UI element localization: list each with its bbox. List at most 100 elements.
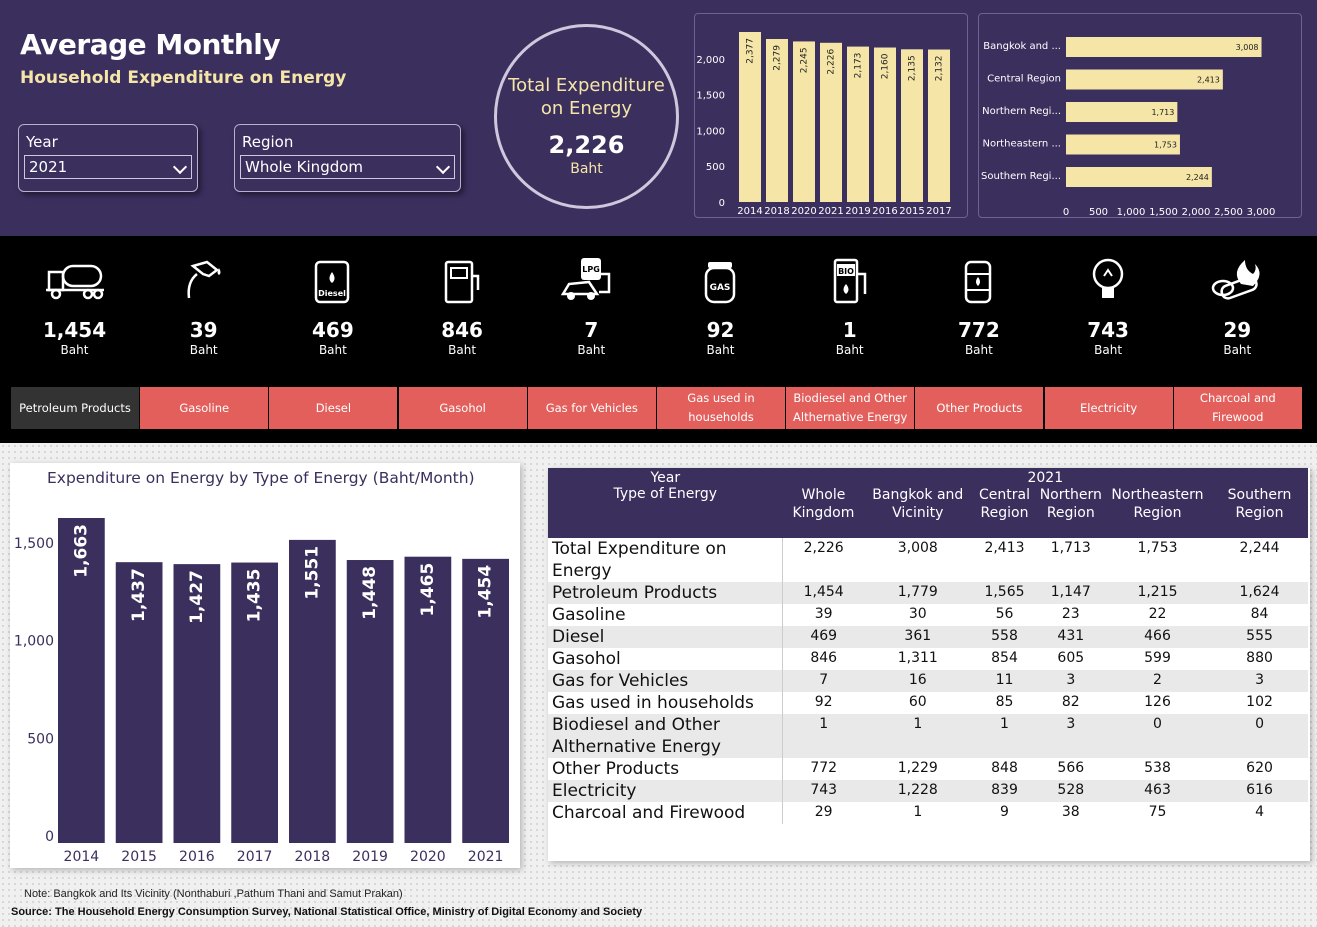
energy-unit: Baht [1094,343,1123,357]
year-dropdown[interactable]: 2021 [24,155,192,179]
energy-type-button[interactable]: Electricity [1044,387,1173,429]
x-tick-label: 2,000 [1182,207,1211,217]
bar[interactable] [1066,102,1178,122]
x-tick-label: 500 [1089,207,1108,217]
energy-unit: Baht [964,343,993,357]
x-tick-label: 2016 [179,849,215,865]
oil-barrel-icon [965,260,992,304]
cell-value: 566 [1057,760,1085,776]
y-tick-label: 1,000 [14,634,54,650]
firewood-icon [1211,260,1260,300]
x-tick-label: 3,000 [1247,207,1276,217]
data-label: 2,245 [800,47,810,73]
table-row: Petroleum Products 1,454 1,779 1,565 1,147 1,… [548,582,1308,604]
x-tick-label: 2015 [899,206,924,217]
bar[interactable] [928,49,950,202]
cell-value: 92 [814,694,833,710]
button-label-line2: Althernative Energy [793,410,908,424]
bar[interactable] [739,32,761,202]
energy-unit: Baht [577,343,606,357]
cell-value: 29 [814,804,833,820]
cell-value: 39 [814,606,833,622]
year-ranking-chart: 0 500 1,000 1,500 2,000 2,377 2014 2,279 2018 2,2… [694,13,968,218]
energy-unit: Baht [189,343,218,357]
cell-value: 1,147 [1050,584,1091,600]
energy-type-button[interactable]: Diesel [269,387,398,429]
x-tick-label: 2021 [818,206,843,217]
cell-value: 102 [1246,694,1273,710]
cell-value: 2,413 [984,540,1025,556]
kpi-title-line2: on Energy [540,98,633,119]
cell-value: 22 [1148,606,1167,622]
bar[interactable] [231,562,278,843]
lpg-car-icon: LPG [560,258,611,300]
cell-value: 1,311 [897,650,938,666]
cell-value: 431 [1057,628,1085,644]
data-label: 1,753 [1154,141,1177,150]
y-tick-label: 500 [27,731,54,747]
row-label: Gas for Vehicles [548,670,784,692]
bar[interactable] [462,558,509,843]
energy-type-button[interactable]: Gasohol [398,387,527,429]
row-label: Diesel [548,626,784,648]
category-label: Bangkok and ... [983,41,1061,52]
icon-text: BIO [838,267,854,276]
cell-value: 23 [1061,606,1080,622]
x-tick-label: 1,000 [1117,207,1146,217]
energy-type-button[interactable]: Charcoal and Firewood [1173,387,1302,429]
x-tick-label: 2018 [764,206,789,217]
row-label: Gasoline [548,604,784,626]
bar[interactable] [115,562,163,843]
cell-value: 38 [1061,804,1080,820]
table-row: Biodiesel and Other Althernative Energy 1 1… [548,714,1308,758]
bar[interactable] [766,39,788,202]
bar[interactable] [1066,167,1212,187]
energy-type-button[interactable]: Gas used in households [657,387,785,429]
bar[interactable] [793,41,815,202]
region-slicer[interactable]: Region Whole Kingdom [234,124,461,192]
kpi-title-line1: Total Expenditure [508,75,665,96]
bar[interactable] [874,47,896,202]
y-tick-label: 0 [719,198,725,209]
chevron-down-icon[interactable] [172,159,188,175]
source-note: Source: The Household Energy Consumption… [11,906,643,918]
bar[interactable] [404,556,452,843]
cell-value: 3 [1066,672,1076,688]
region-dropdown[interactable]: Whole Kingdom [240,155,455,179]
y-tick-label: 2,000 [696,55,725,66]
bar[interactable] [346,560,394,843]
bar[interactable] [173,564,221,843]
energy-type-button[interactable]: Petroleum Products [11,387,139,429]
type-header: Type of Energy [613,486,718,502]
year-dropdown-value: 2021 [29,158,68,176]
energy-type-button[interactable]: Biodiesel and Other Althernative Energy [786,387,915,429]
energy-type-button[interactable]: Gasoline [140,387,269,429]
data-label: 1,435 [245,569,265,623]
chevron-down-icon[interactable] [435,159,451,175]
cell-value: 1,229 [897,760,938,776]
energy-value: 1 [842,318,857,342]
page-title: Average Monthly [20,28,281,61]
row-label: Gas used in households [548,692,784,714]
bar[interactable] [1066,134,1180,155]
energy-type-button[interactable]: Gas for Vehicles [527,387,656,429]
bar[interactable] [901,49,923,203]
year-slicer[interactable]: Year 2021 [18,124,198,192]
bar[interactable] [847,46,869,203]
kpi-value: 2,226 [548,131,625,159]
energy-value: 29 [1223,318,1252,342]
energy-value: 469 [312,318,354,342]
bar[interactable] [1066,37,1262,57]
bar[interactable] [1066,69,1223,90]
bar[interactable] [820,42,842,203]
energy-type-button[interactable]: Other Products [915,387,1044,429]
table-row: Charcoal and Firewood 29 1 9 38 75 4 [548,802,1308,824]
data-label: 2,244 [1186,173,1209,182]
bar[interactable] [289,539,336,843]
category-label: Northeastern ... [982,139,1061,150]
row-label: Total Expenditure on Energy [548,538,784,582]
cell-value: 1,779 [897,584,938,600]
energy-unit: Baht [448,343,477,357]
bar[interactable] [58,518,105,843]
light-bulb-icon [1092,258,1123,298]
